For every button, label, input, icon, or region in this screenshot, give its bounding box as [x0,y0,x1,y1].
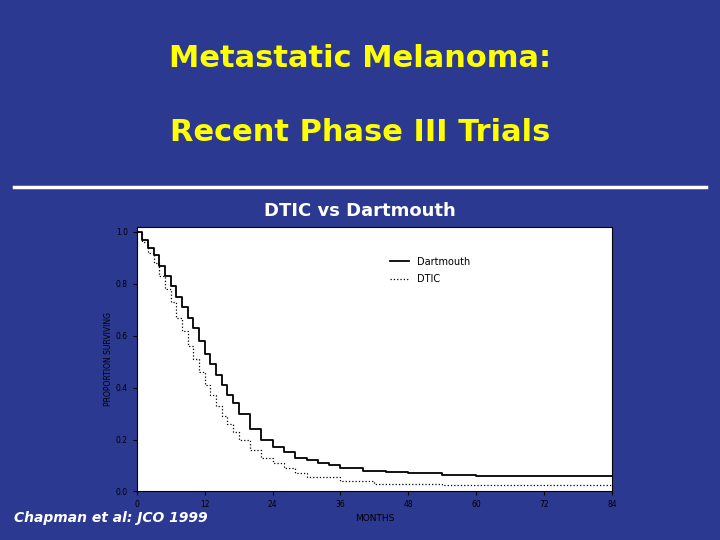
Legend: Dartmouth, DTIC: Dartmouth, DTIC [386,253,474,288]
X-axis label: MONTHS: MONTHS [355,514,394,523]
Text: Recent Phase III Trials: Recent Phase III Trials [170,118,550,147]
Text: Metastatic Melanoma:: Metastatic Melanoma: [169,44,551,73]
Text: DTIC vs Dartmouth: DTIC vs Dartmouth [264,202,456,220]
Text: Chapman et al: JCO 1999: Chapman et al: JCO 1999 [14,511,208,525]
Y-axis label: PROPORTION SURVIVING: PROPORTION SURVIVING [104,312,113,406]
